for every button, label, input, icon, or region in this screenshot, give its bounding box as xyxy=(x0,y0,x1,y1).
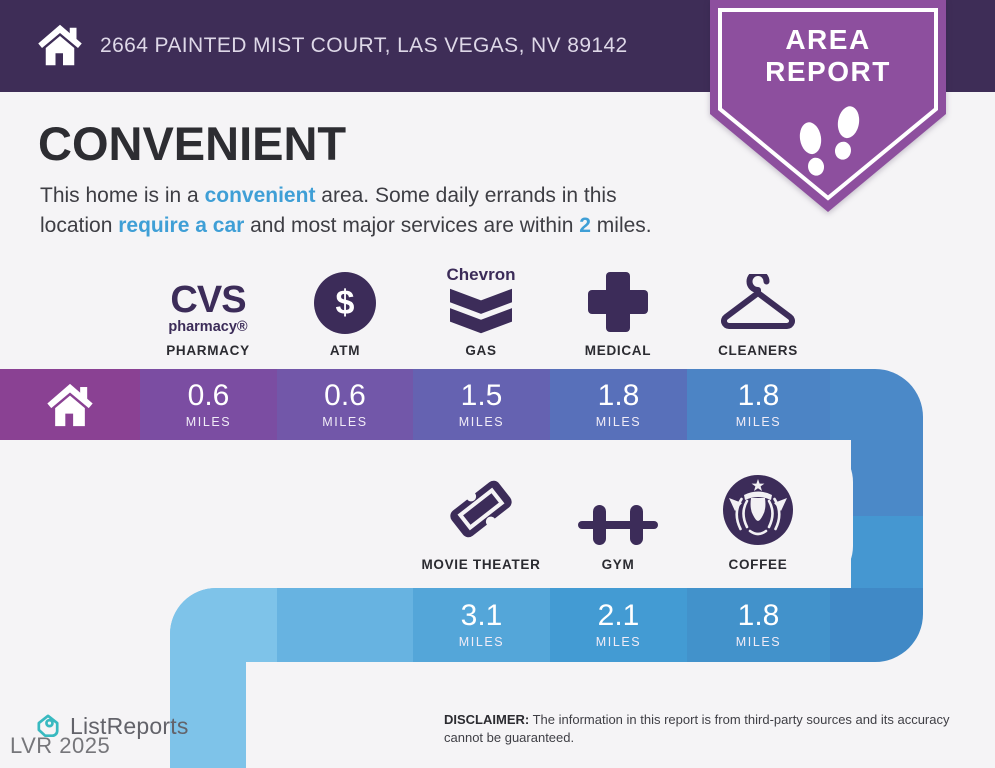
badge-line2: REPORT xyxy=(765,56,891,87)
amenity-label: ATM xyxy=(329,343,361,358)
ribbon-notch-card-bottom xyxy=(246,662,995,768)
desc-text: miles. xyxy=(590,214,652,237)
distance-unit: MILES xyxy=(735,635,782,649)
chevron-logo: Chevron xyxy=(446,265,516,334)
distance-cell-atm: 0.6 MILES xyxy=(277,369,413,440)
amenity-movie-theater: MOVIE THEATER xyxy=(411,468,551,572)
cvs-pharmacy-text: pharmacy® xyxy=(168,318,248,335)
distance-cell-gas: 1.5 MILES xyxy=(413,369,550,440)
dollar-sign: $ xyxy=(335,283,355,322)
distance-value: 0.6 xyxy=(324,378,366,412)
page-title: CONVENIENT xyxy=(38,117,347,170)
brand-name: ListReports xyxy=(70,712,189,739)
distance-cell-medical: 1.8 MILES xyxy=(550,369,687,440)
movie-ticket-icon xyxy=(442,470,520,548)
chevron-wordmark: Chevron xyxy=(446,265,516,284)
badge-shield-shape xyxy=(710,0,946,212)
cvs-wordmark: CVS xyxy=(170,278,246,321)
home-icon xyxy=(45,381,95,434)
desc-text: This home is in a xyxy=(40,184,205,207)
distance-unit: MILES xyxy=(458,635,505,649)
distance-cell-coffee: 1.8 MILES xyxy=(687,588,830,662)
desc-text: and most major services are within xyxy=(244,214,580,237)
dollar-circle-icon: $ xyxy=(314,272,376,334)
amenity-coffee: COFFEE xyxy=(688,468,828,572)
distance-value: 1.5 xyxy=(460,378,503,412)
cvs-pharmacy-logo: CVS pharmacy® xyxy=(168,281,247,335)
distance-value: 1.8 xyxy=(597,378,640,412)
address-text: 2664 PAINTED MIST COURT, LAS VEGAS, NV 8… xyxy=(100,34,628,57)
badge-line1: AREA xyxy=(785,24,871,55)
watermark: LVR 2025 xyxy=(10,733,111,758)
amenity-gas: Chevron GAS xyxy=(411,252,551,358)
disclaimer: DISCLAIMER: The information in this repo… xyxy=(444,711,989,746)
disclaimer-text: The information in this report is from t… xyxy=(444,712,950,745)
amenity-medical: MEDICAL xyxy=(548,252,688,358)
amenity-atm: $ ATM xyxy=(275,252,415,358)
distance-value: 1.8 xyxy=(737,378,780,412)
desc-text: area. Some daily errands in this locatio… xyxy=(40,184,617,237)
listreports-brand: ListReports xyxy=(34,710,189,742)
amenity-label: CLEANERS xyxy=(718,343,798,358)
amenity-pharmacy: CVS pharmacy® PHARMACY xyxy=(138,252,278,359)
distance-unit: MILES xyxy=(595,635,642,649)
distance-value: 2.1 xyxy=(597,599,640,632)
distance-value: 1.8 xyxy=(737,599,780,632)
amenity-label: GYM xyxy=(601,557,635,572)
starbucks-siren-logo xyxy=(720,472,796,548)
hanger-icon xyxy=(719,274,797,334)
distance-cell-cleaners: 1.8 MILES xyxy=(687,369,830,440)
distance-value: 0.6 xyxy=(187,378,230,412)
distance-unit: MILES xyxy=(595,414,642,429)
amenity-gym: GYM xyxy=(548,468,688,572)
distance-unit: MILES xyxy=(322,414,368,429)
distance-cell-movie-theater: 3.1 MILES xyxy=(413,588,550,662)
desc-highlight-car: require a car xyxy=(118,214,245,237)
property-address: 2664 PAINTED MIST COURT, LAS VEGAS, NV 8… xyxy=(100,0,628,92)
distance-value: 3.1 xyxy=(460,599,503,632)
distance-cell-gym: 2.1 MILES xyxy=(550,588,687,662)
chevron-stripes-icon xyxy=(450,288,512,334)
desc-highlight-convenient: convenient xyxy=(204,184,316,207)
amenity-label: MEDICAL xyxy=(584,343,652,358)
amenity-label: MOVIE THEATER xyxy=(421,557,541,572)
home-icon xyxy=(36,22,84,73)
amenity-label: COFFEE xyxy=(728,557,788,572)
medical-cross-icon xyxy=(586,270,650,334)
amenity-label: PHARMACY xyxy=(166,343,250,358)
area-report-badge: AREA REPORT xyxy=(706,0,950,218)
amenity-label: GAS xyxy=(465,343,497,358)
amenity-cleaners: CLEANERS xyxy=(688,252,828,358)
desc-highlight-miles: 2 xyxy=(579,214,591,237)
ribbon-notch-card-top xyxy=(0,440,853,588)
listreports-logo-icon xyxy=(37,714,59,737)
distance-unit: MILES xyxy=(735,414,782,429)
distance-cell-pharmacy: 0.6 MILES xyxy=(140,369,277,440)
dumbbell-icon xyxy=(576,502,660,548)
disclaimer-label: DISCLAIMER: xyxy=(444,712,530,727)
badge-title: AREA REPORT xyxy=(706,24,950,88)
area-description: This home is in a convenient area. Some … xyxy=(40,181,685,241)
distance-unit: MILES xyxy=(458,414,505,429)
footprints-icon xyxy=(799,106,860,176)
distance-unit: MILES xyxy=(185,414,232,429)
